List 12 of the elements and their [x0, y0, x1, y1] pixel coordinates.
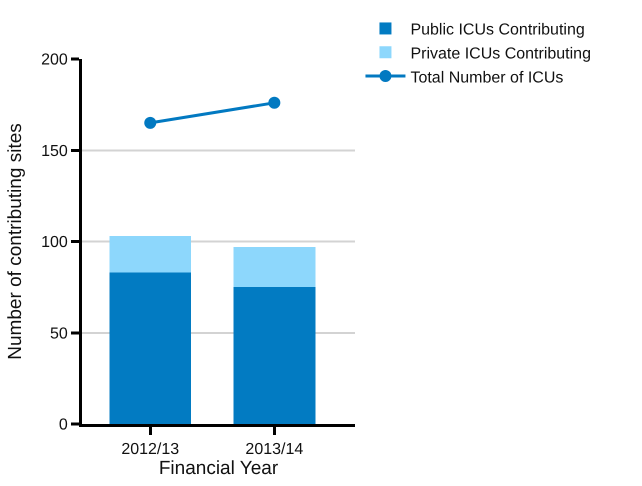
y-tick-label: 100 — [41, 234, 68, 252]
legend-label: Private ICUs Contributing — [410, 45, 591, 62]
y-tick-label: 150 — [41, 142, 68, 160]
legend-label: Total Number of ICUs — [410, 69, 564, 86]
legend-label: Public ICUs Contributing — [410, 22, 585, 39]
y-tick-label: 0 — [58, 416, 68, 434]
x-tick-label: 2013/14 — [245, 441, 304, 458]
x-axis-title: Financial Year — [158, 458, 279, 480]
x-tick-label: 2012/13 — [121, 441, 180, 458]
y-axis-title: Number of contributing sites — [4, 123, 26, 360]
y-tick-label: 200 — [41, 52, 68, 69]
y-tick-label: 50 — [50, 325, 68, 342]
